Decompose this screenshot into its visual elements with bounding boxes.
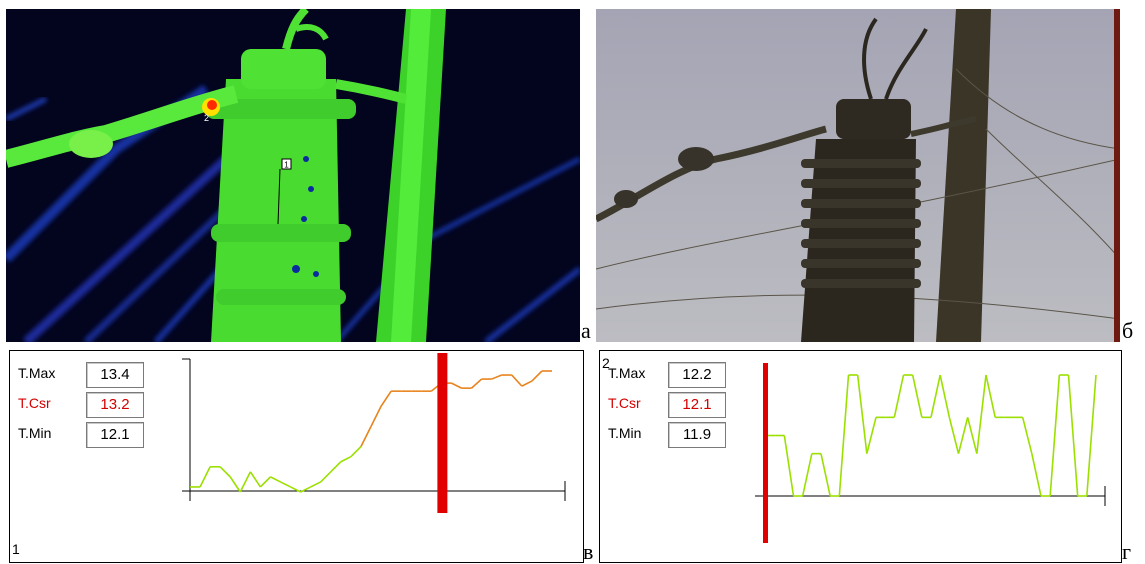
- series-segment: [801, 453, 813, 497]
- series-segment: [290, 486, 301, 493]
- panel-a-letter: а: [581, 318, 591, 343]
- series-segment: [229, 476, 241, 493]
- series-segment: [451, 382, 462, 389]
- graph-corner-label: 2: [602, 355, 610, 371]
- series-segment: [320, 471, 332, 483]
- series-segment: [340, 455, 352, 463]
- tcsr-label: T.Csr: [608, 395, 641, 411]
- series-segment: [300, 486, 312, 493]
- series-segment: [199, 466, 211, 488]
- chart-1-svg: [182, 353, 566, 513]
- tmax-label: T.Max: [18, 365, 56, 381]
- series-segment: [350, 446, 362, 458]
- series-segment: [1067, 374, 1079, 497]
- panel-b-letter: б: [1122, 318, 1134, 343]
- series-segment: [1049, 374, 1061, 497]
- marker-2-label: 2: [204, 113, 209, 123]
- series-segment: [911, 374, 923, 418]
- series-segment: [966, 417, 978, 454]
- series-segment: [856, 374, 868, 454]
- series-segment: [838, 374, 850, 497]
- series-segment: [930, 374, 941, 418]
- tcsr-value: 13.2: [86, 392, 144, 418]
- series-segment: [330, 461, 342, 473]
- graph-corner-label: 1: [12, 541, 20, 557]
- cursor-marker[interactable]: [763, 363, 768, 543]
- series-segment: [511, 374, 523, 387]
- panel-c-letter: в: [583, 539, 594, 564]
- tmin-label: T.Min: [18, 425, 52, 441]
- series-segment: [1086, 374, 1097, 497]
- series-segment: [310, 481, 322, 488]
- series-segment: [948, 417, 960, 454]
- series-segment: [370, 405, 382, 427]
- tmin-value: 11.9: [668, 422, 726, 448]
- series-segment: [249, 471, 262, 488]
- chart-2-svg: [755, 363, 1106, 543]
- series-segment: [985, 374, 996, 418]
- series-segment: [471, 378, 483, 389]
- series-segment: [521, 380, 533, 387]
- tmin-label: T.Min: [608, 425, 642, 441]
- series-segment: [280, 481, 291, 488]
- marker-1-label: 1: [284, 161, 289, 170]
- series-segment: [270, 476, 281, 483]
- series-segment: [866, 417, 877, 454]
- series-segment: [531, 370, 543, 382]
- series-segment: [893, 374, 905, 418]
- series-segment: [219, 466, 231, 478]
- panel-d-letter: г: [1122, 539, 1132, 564]
- profile-graph-1: T.Max 13.4 T.Csr 13.2 T.Min 12.1 1: [9, 350, 584, 563]
- tcsr-label: T.Csr: [18, 395, 51, 411]
- series-segment: [783, 435, 795, 497]
- series-segment: [1021, 417, 1033, 454]
- profile-graph-2: T.Max 12.2 T.Csr 12.1 T.Min 11.9 2: [599, 350, 1122, 563]
- tmax-value: 12.2: [668, 362, 726, 388]
- visible-photo: [596, 9, 1120, 342]
- tmin-value: 12.1: [86, 422, 144, 448]
- series-segment: [957, 417, 969, 454]
- series-segment: [259, 476, 272, 488]
- series-segment: [491, 374, 503, 380]
- series-segment: [360, 426, 372, 447]
- thermogram-drawing: 1 2: [6, 9, 580, 342]
- series-segment: [939, 374, 951, 418]
- series-segment: [1031, 453, 1042, 497]
- series-segment: [820, 453, 831, 497]
- tmax-label: T.Max: [608, 365, 646, 381]
- thermogram-image: 1 2: [6, 9, 580, 342]
- tmax-value: 13.4: [86, 362, 144, 388]
- series-segment: [239, 471, 252, 493]
- tcsr-value: 12.1: [668, 392, 726, 418]
- cursor-marker[interactable]: [437, 353, 448, 513]
- photo-drawing: [596, 9, 1120, 342]
- series-segment: [976, 374, 987, 454]
- series-segment: [380, 390, 392, 407]
